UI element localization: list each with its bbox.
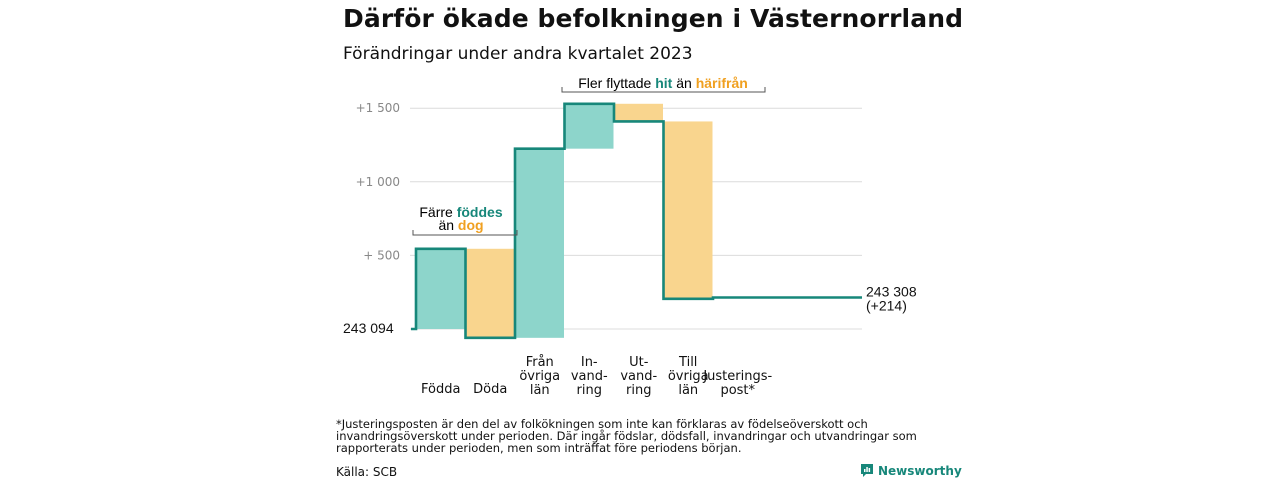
x-category-label: vand- — [571, 369, 608, 384]
x-category-label: Födda — [421, 382, 460, 397]
x-category-label: län — [530, 383, 550, 398]
source: Källa: SCB — [336, 465, 398, 479]
annotation-died-word: dog — [458, 217, 484, 233]
brand-name: Newsworthy — [878, 463, 962, 478]
x-category-label: Döda — [473, 382, 507, 397]
annotation-bracket-migration — [561, 87, 766, 93]
x-category-label: övriga — [668, 369, 709, 384]
x-category-label: vand- — [620, 369, 657, 384]
bar-1 — [465, 248, 515, 338]
y-tick-label: +1 500 — [356, 101, 400, 115]
bar-5 — [663, 121, 713, 299]
chart-subtitle: Förändringar under andra kvartalet 2023 — [343, 44, 693, 64]
brand-logo: Newsworthy — [860, 463, 962, 478]
chart-title: Därför ökade befolkningen i Västernorrla… — [343, 4, 964, 33]
x-category-label: Till — [678, 355, 697, 370]
x-category-label: post* — [720, 383, 755, 398]
x-category-label: ring — [626, 383, 651, 398]
bar-2 — [515, 148, 564, 338]
bar-4 — [614, 103, 663, 122]
annotation-births-line2: än dog — [438, 217, 483, 233]
annotation-births-line1: Färre föddes — [419, 204, 502, 220]
bar-3 — [564, 103, 614, 149]
x-category-label: Från — [526, 355, 554, 370]
annotation-migration: Fler flyttade hit än härifrån — [578, 75, 748, 91]
end-value-label: 243 308 — [866, 283, 917, 299]
footnote: *Justeringsposten är den del av folkökni… — [336, 417, 917, 455]
annotation-born-word: föddes — [457, 204, 503, 220]
x-category-label: In- — [581, 355, 598, 370]
y-tick-label: +1 000 — [356, 175, 400, 189]
cumulative-step-line — [411, 102, 862, 340]
y-tick-label: + 500 — [363, 248, 400, 262]
annotation-bracket-births — [412, 230, 518, 236]
x-category-label: Justerings- — [702, 369, 772, 384]
x-category-label: ring — [577, 383, 602, 398]
bar-0 — [416, 248, 465, 329]
annotation-harifran-word: härifrån — [696, 75, 748, 91]
end-change-label: (+214) — [866, 297, 907, 313]
annotation-hit-word: hit — [655, 75, 672, 91]
start-value-label: 243 094 — [343, 320, 394, 336]
newsworthy-icon — [861, 464, 873, 477]
x-category-label: Ut- — [629, 355, 649, 370]
x-category-label: län — [678, 383, 698, 398]
x-category-label: övriga — [519, 369, 560, 384]
